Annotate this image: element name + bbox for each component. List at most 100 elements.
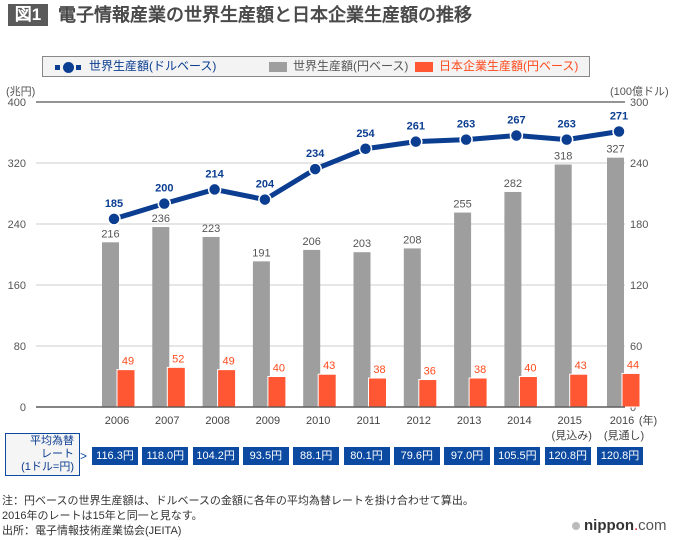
logo-name: nippon	[584, 517, 634, 534]
x-tick-label: 2016	[610, 415, 634, 427]
rate-value: 120.8円	[544, 447, 591, 465]
red-bar	[518, 376, 538, 408]
red-bar-label: 44	[627, 359, 639, 371]
right-axis-unit: (100億ドル)	[610, 86, 669, 98]
left-tick-label: 0	[20, 402, 26, 414]
line-point-label: 267	[507, 115, 525, 127]
line-point-label: 200	[155, 183, 173, 195]
x-unit-label: (年)	[639, 413, 657, 427]
gray-bar-label: 191	[252, 247, 270, 259]
gray-bar-label: 282	[504, 178, 522, 190]
gray-bar-label: 203	[353, 238, 371, 250]
line-point	[157, 196, 172, 211]
line-point	[107, 212, 121, 226]
note-line-3: 出所：電子情報技術産業協会(JEITA)	[2, 525, 182, 537]
line-point-label: 204	[256, 179, 275, 191]
gray-bar	[252, 261, 270, 407]
left-tick-label: 80	[14, 341, 26, 353]
red-bar-label: 52	[172, 353, 184, 365]
gray-bar	[454, 212, 472, 407]
logo-dot: .	[633, 517, 639, 534]
rate-arrow-icon: >	[80, 449, 88, 463]
rate-value: 88.1円	[293, 447, 340, 465]
rate-value: 116.3円	[92, 447, 138, 465]
right-tick-label: 180	[630, 219, 648, 231]
red-bar	[468, 377, 488, 408]
line-point	[409, 134, 423, 149]
line-point	[612, 124, 626, 139]
rate-label-line1: 平均為替	[30, 435, 74, 447]
gray-bar-label: 206	[303, 236, 321, 248]
line-point-label: 254	[356, 128, 375, 140]
line-point	[207, 182, 222, 197]
gray-bar	[504, 191, 522, 407]
line-point	[358, 142, 373, 156]
rate-label-line3: (1ドル=円)	[21, 461, 74, 473]
logo-mark-icon	[572, 522, 580, 531]
red-bar	[368, 377, 387, 408]
line-point-label: 234	[306, 148, 325, 160]
legend: 世界生産額(ドルベース) 世界生産額(円ベース) 日本企業生産額(円ベース)	[42, 56, 590, 77]
rate-value: 97.0円	[444, 447, 491, 465]
left-tick-label: 240	[8, 219, 26, 231]
chart-title: 電子情報産業の世界生産額と日本企業生産額の推移	[58, 5, 472, 25]
rate-label-line2: レート	[41, 448, 74, 460]
legend-item-line: 世界生産額(ドルベース)	[55, 57, 216, 76]
rate-value: 79.6円	[393, 447, 440, 465]
rate-value: 80.1円	[343, 447, 390, 465]
right-tick-label: 240	[630, 158, 648, 170]
red-bar-label: 38	[373, 364, 385, 376]
red-bar-label: 40	[273, 363, 285, 375]
red-bar-label: 49	[222, 356, 234, 368]
x-tick-sublabel: (見通し)	[604, 429, 644, 442]
x-tick-label: 2007	[155, 415, 179, 427]
red-bar	[267, 376, 287, 408]
line-point	[459, 132, 473, 147]
red-bar	[317, 373, 337, 408]
note-line-2: 2016年のレートは15年と同一と見なす。	[2, 510, 203, 522]
red-bar-label: 36	[424, 366, 436, 378]
line-point-label: 185	[105, 198, 123, 210]
gray-bar-label: 327	[606, 144, 624, 156]
red-bar-label: 49	[122, 356, 134, 368]
gray-bar	[202, 236, 220, 407]
line-point-label: 214	[205, 168, 224, 180]
line-point	[308, 162, 322, 176]
x-tick-label: 2006	[105, 415, 129, 427]
rate-value: 105.5円	[494, 447, 541, 465]
line-marker-icon	[55, 61, 83, 73]
gray-bar-label: 255	[453, 199, 471, 211]
gray-bar-label: 223	[202, 223, 220, 235]
gray-bar-label: 216	[101, 228, 119, 240]
line-point-label: 271	[610, 110, 628, 122]
nippon-logo: nippon.com	[572, 517, 667, 534]
gray-bar	[403, 248, 421, 407]
gray-swatch-icon	[269, 61, 287, 72]
red-bar	[621, 372, 641, 408]
gray-bar-label: 236	[152, 213, 170, 225]
legend-item-red: 日本企業生産額(円ベース)	[415, 57, 578, 76]
legend-label-red: 日本企業生産額(円ベース)	[439, 59, 579, 73]
red-bar-label: 40	[524, 363, 536, 375]
line-point	[258, 192, 272, 207]
rate-value: 104.2円	[192, 447, 239, 465]
right-tick-label: 0	[630, 402, 636, 414]
line-point-label: 263	[457, 119, 475, 131]
line-point	[509, 128, 524, 143]
figure-badge: 図1	[8, 4, 48, 26]
right-tick-label: 60	[630, 341, 642, 353]
gray-bar	[102, 242, 119, 407]
x-tick-sublabel: (見込み)	[552, 429, 592, 442]
rate-value: 118.0円	[142, 447, 189, 465]
note-line-1: 注：円ベースの世界生産額は、ドルベースの金額に各年の平均為替レートを掛け合わせて…	[2, 495, 474, 507]
left-tick-label: 160	[8, 280, 26, 292]
red-bar	[569, 373, 589, 408]
rate-value: 93.5円	[242, 447, 289, 465]
red-bar	[217, 369, 237, 408]
logo-tld: com	[638, 517, 667, 534]
gray-bar-label: 318	[554, 151, 572, 163]
left-tick-label: 400	[8, 97, 26, 109]
left-axis-unit: (兆円)	[6, 86, 36, 98]
gray-bar	[303, 249, 321, 407]
x-tick-label: 2013	[457, 415, 481, 427]
